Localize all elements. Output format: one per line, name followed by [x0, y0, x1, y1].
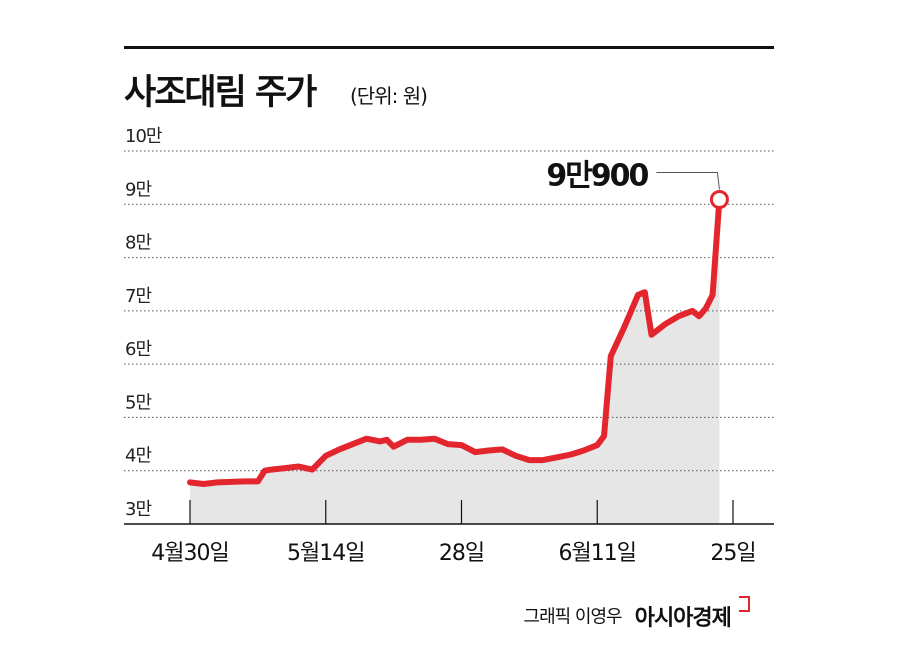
brand-logo-text: 아시아경제: [634, 605, 732, 631]
x-tick-label: 4월30일: [151, 541, 228, 566]
annotation-label: 9만900: [546, 158, 648, 193]
top-rule: [124, 46, 774, 49]
y-tick-label: 9만: [125, 179, 151, 200]
brand-mark-icon: [739, 596, 750, 612]
y-tick-label: 7만: [125, 286, 151, 307]
price-line: [187, 196, 723, 487]
y-tick-label: 8만: [125, 233, 151, 254]
credit: 그래픽 이영우 아시아경제: [524, 596, 750, 632]
x-tick-label: 6월11일: [559, 541, 636, 566]
area-fill: [190, 199, 720, 524]
chart-title: 사조대림 주가: [124, 73, 317, 113]
y-tick-label: 3만: [125, 499, 151, 520]
annotation-leader: [656, 171, 720, 190]
x-tick-label: 28일: [439, 541, 484, 566]
unit-label: (단위: 원): [350, 84, 428, 108]
y-tick-label: 5만: [125, 392, 151, 413]
peak-marker: [709, 189, 729, 209]
credit-author: 그래픽 이영우: [523, 606, 623, 628]
x-tick-label: 5월14일: [287, 541, 364, 566]
x-tick-label: 25일: [710, 541, 755, 566]
y-tick-label: 10만: [125, 126, 162, 147]
y-tick-label: 4만: [125, 446, 151, 467]
y-tick-label: 6만: [125, 339, 151, 360]
